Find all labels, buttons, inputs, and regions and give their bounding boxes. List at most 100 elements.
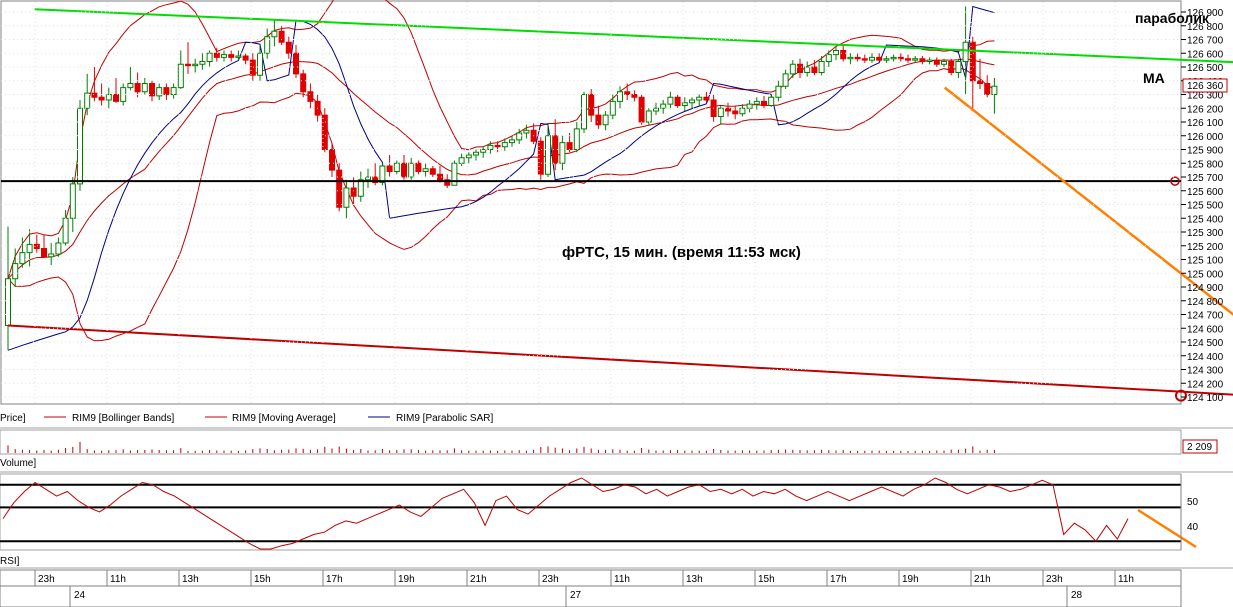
candle-down — [321, 114, 328, 150]
candle-up — [77, 107, 83, 185]
day-label: 28 — [1071, 590, 1083, 601]
price-tick-label: 124 700 — [1187, 311, 1224, 322]
candle-up — [912, 58, 919, 61]
candle-down — [984, 83, 991, 95]
price-tick-label: 124 500 — [1187, 338, 1224, 349]
hour-label: 11h — [1118, 574, 1134, 585]
candle-down — [905, 58, 911, 61]
candle-down — [811, 66, 818, 73]
candle-up — [890, 56, 897, 60]
price-tick-label: 125 600 — [1187, 187, 1224, 198]
candle-up — [941, 61, 947, 65]
candle-down — [537, 140, 544, 175]
price-tick-label: 126 500 — [1187, 63, 1224, 74]
candle-down — [285, 41, 292, 54]
candle-up — [991, 85, 998, 95]
price-tick-label: 124 600 — [1187, 324, 1224, 335]
candle-up — [69, 183, 76, 219]
hour-label: 11h — [110, 574, 126, 585]
trendline-support — [7, 324, 1233, 396]
candle-up — [127, 83, 134, 89]
legend-ma: RIM9 [Moving Average] — [232, 413, 336, 424]
price-tick-label: 125 400 — [1187, 214, 1224, 225]
candle-down — [149, 83, 155, 97]
price-tick-label: 125 700 — [1187, 173, 1224, 184]
rsi-forecast-arrow — [1137, 508, 1197, 549]
current-price-box — [1182, 78, 1228, 93]
candle-down — [624, 91, 631, 95]
hour-label: 15h — [758, 574, 775, 585]
volume-value: 2 209 — [1187, 442, 1212, 453]
candle-down — [919, 58, 926, 62]
candle-up — [465, 154, 472, 159]
hour-label: 23h — [542, 574, 559, 585]
candle-up — [645, 110, 652, 123]
legend-bollinger: RIM9 [Bollinger Bands] — [72, 413, 174, 424]
time-labels: 23h 11h 13h 15h 17h 19h 21h 23h 11h 13h 15h 17h 19h 2… — [34, 570, 1134, 607]
candle-down — [638, 96, 645, 123]
hour-label: 15h — [254, 574, 271, 585]
legend-sar: RIM9 [Parabolic SAR] — [396, 413, 493, 424]
candle-up — [473, 151, 479, 156]
price-tick-label: 126 100 — [1187, 118, 1224, 129]
candle-up — [653, 107, 659, 112]
candle-down — [933, 59, 940, 65]
candle-up — [365, 176, 371, 181]
candle-down — [725, 107, 731, 112]
candle-up — [523, 129, 530, 134]
candle-down — [91, 92, 98, 98]
chart-title: фРТС, 15 мин. (время 11:53 мск) — [562, 244, 801, 261]
price-tick-label: 126 900 — [1187, 8, 1224, 19]
candle-up — [617, 91, 623, 102]
candle-up — [271, 30, 278, 38]
candle-down — [840, 50, 847, 60]
candle-up — [55, 242, 62, 255]
candle-down — [350, 187, 357, 197]
candle-up — [962, 41, 969, 62]
candle-up — [257, 52, 263, 76]
candle-up — [221, 54, 227, 58]
price-tick-label: 124 400 — [1187, 352, 1224, 363]
candle-down — [372, 176, 379, 183]
candle-up — [509, 139, 515, 144]
hour-label: 21h — [974, 574, 991, 585]
candle-up — [408, 162, 415, 178]
candle-down — [249, 59, 256, 76]
price-tick-label: 126 000 — [1187, 132, 1224, 143]
hour-label: 17h — [326, 574, 343, 585]
candle-down — [242, 55, 249, 61]
legend-price: Price] — [0, 413, 26, 424]
candle-up — [192, 63, 199, 67]
candle-up — [451, 162, 458, 186]
candle-down — [566, 142, 573, 150]
candle-up — [199, 61, 206, 65]
candle-down — [415, 162, 422, 172]
candle-up — [833, 50, 839, 56]
candle-down — [185, 63, 191, 67]
candle-down — [113, 94, 119, 102]
candle-up — [804, 66, 811, 73]
candle-up — [739, 107, 746, 115]
hour-label: 19h — [902, 574, 919, 585]
price-tick-label: 126 800 — [1187, 22, 1224, 33]
candle-down — [674, 96, 681, 106]
price-tick-label: 126 200 — [1187, 104, 1224, 115]
candle-down — [861, 58, 868, 61]
candle-down — [293, 52, 299, 75]
candle-down — [213, 52, 220, 58]
candle-down — [329, 149, 335, 171]
candle-up — [926, 59, 933, 62]
candle-down — [595, 114, 602, 126]
candle-down — [278, 30, 285, 43]
candle-up — [696, 96, 703, 101]
candle-down — [228, 54, 235, 58]
support-marker — [1175, 389, 1187, 402]
hour-label: 21h — [470, 574, 487, 585]
candle-up — [264, 36, 271, 54]
price-tick-label: 125 100 — [1187, 256, 1224, 267]
price-tick-label: 125 900 — [1187, 146, 1224, 157]
candle-up — [84, 92, 91, 109]
candle-down — [41, 248, 47, 258]
candle-up — [5, 278, 11, 326]
price-tick-label: 124 300 — [1187, 366, 1224, 377]
